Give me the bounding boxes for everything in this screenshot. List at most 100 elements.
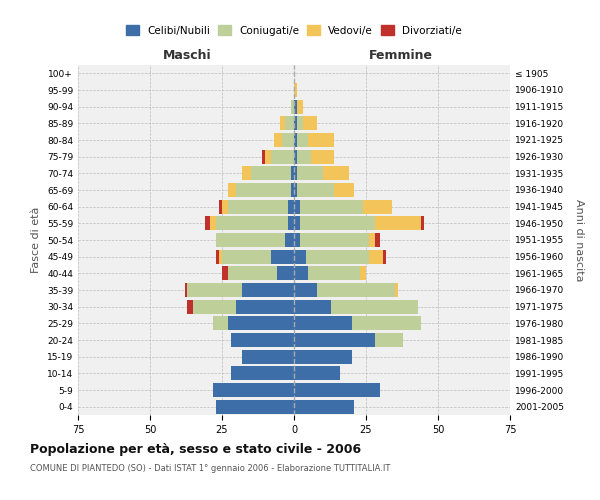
Bar (277, 266, 294, 280)
Bar (352, 316, 421, 330)
Bar (300, 216, 374, 230)
Bar (262, 150, 265, 164)
Bar (228, 266, 277, 280)
Bar (283, 133, 294, 147)
Bar (205, 216, 211, 230)
Bar (294, 116, 297, 130)
Bar (360, 266, 366, 280)
Bar (294, 366, 340, 380)
Bar (214, 316, 228, 330)
Bar (236, 183, 291, 197)
Bar (294, 200, 300, 214)
Bar (228, 183, 236, 197)
Bar (294, 233, 300, 247)
Bar (228, 316, 294, 330)
Bar (334, 183, 355, 197)
Bar (369, 233, 374, 247)
Bar (286, 233, 294, 247)
Bar (294, 216, 300, 230)
Bar (274, 133, 283, 147)
Bar (297, 183, 334, 197)
Bar (291, 166, 294, 180)
Bar (291, 100, 294, 114)
Bar (363, 200, 392, 214)
Bar (187, 283, 242, 297)
Bar (236, 300, 294, 314)
Legend: Celibi/Nubili, Coniugati/e, Vedovi/e, Divorziati/e: Celibi/Nubili, Coniugati/e, Vedovi/e, Di… (122, 21, 466, 40)
Bar (294, 166, 297, 180)
Bar (294, 350, 352, 364)
Bar (222, 266, 228, 280)
Bar (230, 333, 294, 347)
Bar (297, 133, 308, 147)
Bar (311, 150, 334, 164)
Bar (369, 250, 383, 264)
Bar (230, 366, 294, 380)
Bar (242, 350, 294, 364)
Text: Popolazione per età, sesso e stato civile - 2006: Popolazione per età, sesso e stato civil… (30, 442, 361, 456)
Bar (308, 133, 334, 147)
Bar (374, 233, 380, 247)
Bar (294, 150, 297, 164)
Bar (294, 300, 331, 314)
Bar (294, 83, 297, 97)
Bar (216, 250, 219, 264)
Bar (297, 116, 302, 130)
Bar (242, 283, 294, 297)
Bar (294, 383, 380, 397)
Bar (294, 400, 355, 414)
Bar (271, 250, 294, 264)
Bar (294, 133, 297, 147)
Bar (216, 233, 286, 247)
Bar (305, 250, 369, 264)
Bar (291, 183, 294, 197)
Bar (300, 200, 363, 214)
Bar (300, 233, 369, 247)
Bar (395, 283, 398, 297)
Y-axis label: Fasce di età: Fasce di età (31, 207, 41, 273)
Bar (294, 316, 352, 330)
Bar (294, 266, 308, 280)
Bar (374, 216, 421, 230)
Bar (331, 300, 418, 314)
Bar (222, 250, 271, 264)
Bar (265, 150, 271, 164)
Bar (216, 400, 294, 414)
Text: Femmine: Femmine (368, 48, 433, 62)
Bar (219, 200, 222, 214)
Bar (228, 200, 288, 214)
Bar (286, 116, 294, 130)
Bar (294, 100, 297, 114)
Bar (211, 216, 216, 230)
Bar (294, 183, 297, 197)
Bar (219, 250, 222, 264)
Bar (294, 333, 374, 347)
Bar (383, 250, 386, 264)
Bar (288, 200, 294, 214)
Bar (214, 383, 294, 397)
Bar (294, 283, 317, 297)
Bar (271, 150, 294, 164)
Bar (193, 300, 236, 314)
Bar (216, 216, 288, 230)
Bar (308, 266, 360, 280)
Bar (297, 166, 323, 180)
Bar (317, 283, 395, 297)
Bar (297, 150, 311, 164)
Text: COMUNE DI PIANTEDO (SO) - Dati ISTAT 1° gennaio 2006 - Elaborazione TUTTITALIA.I: COMUNE DI PIANTEDO (SO) - Dati ISTAT 1° … (30, 464, 391, 473)
Bar (288, 216, 294, 230)
Y-axis label: Anni di nascita: Anni di nascita (574, 198, 584, 281)
Bar (297, 100, 302, 114)
Bar (187, 300, 193, 314)
Text: Maschi: Maschi (163, 48, 212, 62)
Bar (280, 116, 286, 130)
Bar (222, 200, 228, 214)
Bar (185, 283, 187, 297)
Bar (302, 116, 317, 130)
Bar (251, 166, 291, 180)
Bar (421, 216, 424, 230)
Bar (242, 166, 251, 180)
Bar (294, 250, 305, 264)
Bar (323, 166, 349, 180)
Bar (374, 333, 403, 347)
